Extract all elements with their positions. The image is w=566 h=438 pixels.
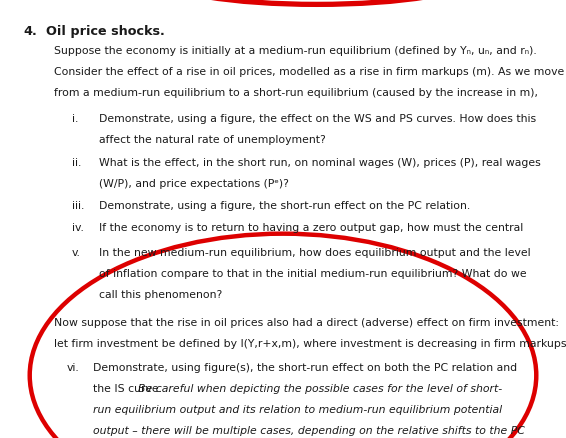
Text: 4.: 4.: [24, 25, 37, 38]
Text: Oil price shocks.: Oil price shocks.: [46, 25, 165, 38]
Text: of inflation compare to that in the initial medium-run equilibrium? What do we: of inflation compare to that in the init…: [99, 269, 527, 279]
Text: Demonstrate, using figure(s), the short-run effect on both the PC relation and: Demonstrate, using figure(s), the short-…: [93, 363, 517, 373]
Text: Suppose the economy is initially at a medium-run equilibrium (defined by Yₙ, uₙ,: Suppose the economy is initially at a me…: [54, 46, 537, 56]
Text: (W/P), and price expectations (Pᵉ)?: (W/P), and price expectations (Pᵉ)?: [99, 179, 289, 189]
Text: iv.: iv.: [72, 223, 84, 233]
Text: v.: v.: [72, 248, 81, 258]
Text: Demonstrate, using a figure, the short-run effect on the PC relation.: Demonstrate, using a figure, the short-r…: [99, 201, 470, 211]
Text: let firm investment be defined by I(Y,r+x,m), where investment is decreasing in : let firm investment be defined by I(Y,r+…: [54, 339, 566, 349]
Text: Consider the effect of a rise in oil prices, modelled as a rise in firm markups : Consider the effect of a rise in oil pri…: [54, 67, 564, 77]
Text: Demonstrate, using a figure, the effect on the WS and PS curves. How does this: Demonstrate, using a figure, the effect …: [99, 114, 536, 124]
Text: from a medium-run equilibrium to a short-run equilibrium (caused by the increase: from a medium-run equilibrium to a short…: [54, 88, 538, 98]
Text: run equilibrium output and its relation to medium-run equilibrium potential: run equilibrium output and its relation …: [93, 405, 503, 415]
Text: vi.: vi.: [67, 363, 80, 373]
Text: i.: i.: [72, 114, 78, 124]
Text: output – there will be multiple cases, depending on the relative shifts to the P: output – there will be multiple cases, d…: [93, 426, 525, 436]
Text: If the economy is to return to having a zero output gap, how must the central: If the economy is to return to having a …: [99, 223, 524, 233]
Text: the IS curve.: the IS curve.: [93, 384, 166, 394]
Text: In the new medium-run equilibrium, how does equilibrium output and the level: In the new medium-run equilibrium, how d…: [99, 248, 531, 258]
Text: Now suppose that the rise in oil prices also had a direct (adverse) effect on fi: Now suppose that the rise in oil prices …: [54, 318, 559, 328]
Text: call this phenomenon?: call this phenomenon?: [99, 290, 222, 300]
Text: affect the natural rate of unemployment?: affect the natural rate of unemployment?: [99, 135, 326, 145]
Text: iii.: iii.: [72, 201, 84, 211]
Text: Be careful when depicting the possible cases for the level of short-: Be careful when depicting the possible c…: [138, 384, 501, 394]
Text: ii.: ii.: [72, 158, 82, 168]
Text: What is the effect, in the short run, on nominal wages (W), prices (P), real wag: What is the effect, in the short run, on…: [99, 158, 541, 168]
